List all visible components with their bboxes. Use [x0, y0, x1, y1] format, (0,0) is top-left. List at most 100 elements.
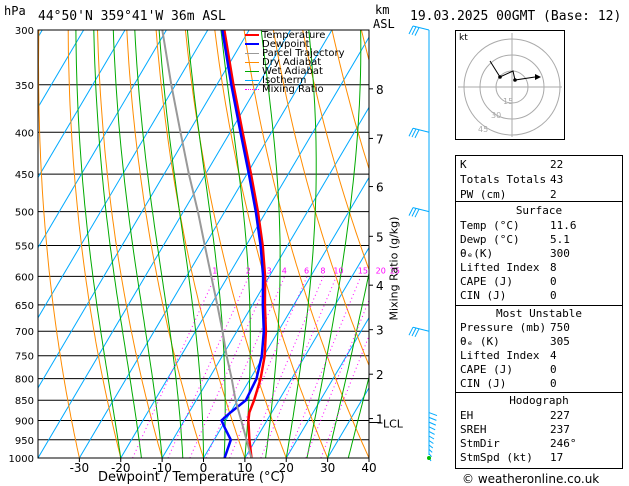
legend-swatch — [245, 79, 259, 81]
km-tick-label: 8 — [376, 83, 384, 97]
mixing-ratio-label: 20 — [376, 266, 386, 275]
hodo-ring-label-30: 30 — [491, 111, 501, 120]
dry-adiabat--30 — [38, 30, 80, 458]
km-tick-label: 2 — [376, 368, 384, 382]
km-tick-label: 1 — [376, 413, 384, 427]
wet-adiabat--20 — [75, 30, 122, 458]
x-tick-label: 30 — [320, 461, 335, 475]
wind-barb-low — [428, 430, 435, 435]
surface-temp-label: Temp (°C) — [460, 219, 520, 232]
wind-barb-low — [428, 444, 434, 449]
pressure-tick-label: 350 — [15, 81, 34, 92]
mixing-ratio-label: 2 — [246, 266, 251, 275]
pressure-tick-label: 700 — [15, 327, 34, 338]
hodo-kt-label: kt — [459, 33, 468, 43]
mixing-ratio-label: 4 — [282, 266, 287, 275]
x-tick-label: 40 — [361, 461, 376, 475]
profile-parcel-trajectory — [161, 30, 253, 458]
mu-theta-label: θₑ (K) — [460, 335, 500, 348]
profile-dewpoint — [219, 30, 266, 458]
x-tick-label: -20 — [111, 461, 131, 475]
mixing-ratio-line-6 — [229, 276, 308, 458]
pw-label: PW (cm) — [460, 188, 507, 201]
k-value: 22 — [550, 158, 564, 171]
x-tick-label: 20 — [279, 461, 294, 475]
wind-barb — [408, 127, 430, 139]
legend-label: Dewpoint — [262, 39, 310, 50]
legend-swatch — [245, 52, 259, 54]
legend-label: Parcel Trajectory — [262, 48, 345, 59]
pw-value: 2 — [550, 188, 557, 201]
datetime-title: 19.03.2025 00GMT (Base: 12) — [410, 9, 622, 24]
dry-adiabat-70 — [331, 30, 369, 171]
x-tick-label: 0 — [200, 461, 208, 475]
legend-label: Isotherm — [262, 75, 307, 86]
chart-legend: Temperature Dewpoint Parcel Trajectory Dry … — [245, 30, 345, 95]
legend-item: Dewpoint — [245, 39, 345, 50]
legend-label: Temperature — [262, 30, 326, 41]
wet-adiabat--5 — [134, 30, 184, 458]
stmdir-label: StmDir — [460, 437, 500, 450]
isotherm--80 — [38, 30, 126, 179]
dry-adiabat-170 — [625, 30, 629, 458]
wet-adiabat-20 — [285, 30, 317, 458]
mixing-ratio-label: 1 — [212, 266, 217, 275]
wind-barb-low — [428, 448, 433, 453]
km-tick-label: 3 — [376, 324, 384, 338]
wind-barb — [408, 207, 430, 218]
stmspd-value: 17 — [550, 451, 564, 464]
mu-cape-value: 0 — [550, 363, 557, 376]
pressure-tick-label: 450 — [15, 170, 34, 181]
dry-adiabat--10 — [97, 30, 163, 458]
mu-li-label: Lifted Index — [460, 349, 540, 362]
legend-item: Dry Adiabat — [245, 57, 345, 68]
stmdir-value: 246° — [550, 437, 577, 450]
most-unstable-title: Most Unstable — [495, 307, 583, 320]
wet-adiabat--15 — [93, 30, 142, 458]
mixing-ratio-line-10 — [260, 276, 337, 458]
dry-adiabat-40 — [243, 30, 369, 458]
pressure-tick-label: 850 — [15, 396, 34, 407]
isotherm-0 — [203, 176, 369, 458]
hpa-axis-label: hPa — [4, 4, 26, 18]
surface-dewp-value: 5.1 — [550, 233, 570, 246]
mixing-ratio-label: 10 — [333, 266, 343, 275]
dry-adiabat-0 — [126, 30, 204, 458]
x-tick-label: -30 — [70, 461, 90, 475]
wind-barb-low — [428, 453, 432, 458]
wet-adiabat-0 — [158, 30, 204, 458]
mixing-ratio-line-8 — [246, 276, 324, 458]
km-tick-label: 6 — [376, 181, 384, 195]
surface-temp-value: 11.6 — [550, 219, 577, 232]
mu-theta-value: 305 — [550, 335, 570, 348]
isotherm--70 — [38, 30, 167, 249]
legend-label: Dry Adiabat — [262, 57, 322, 68]
surface-panel: Surface Temp (°C) 11.6 Dewp (°C) 5.1 θₑ(K)… — [455, 201, 623, 307]
wind-barb-low — [428, 440, 434, 444]
mu-pressure-label: Pressure (mb) — [460, 321, 547, 334]
isotherm--30 — [78, 30, 333, 458]
isotherm--110 — [0, 30, 1, 458]
surface-cape-value: 0 — [550, 275, 557, 288]
legend-item: Temperature — [245, 30, 345, 41]
legend-swatch — [245, 88, 259, 90]
mixing-ratio-label: 6 — [304, 266, 309, 275]
mixing-ratio-line-2 — [167, 276, 250, 458]
pressure-tick-label: 750 — [15, 352, 34, 363]
hodograph: 15 30 45 kt — [455, 30, 565, 140]
copyright: © weatheronline.co.uk — [462, 472, 600, 486]
location-title: 44°50'N 359°41'W 36m ASL — [38, 9, 226, 24]
stmspd-label: StmSpd (kt) — [460, 451, 533, 464]
wet-adiabat-25 — [306, 30, 362, 458]
pressure-tick-label: 1000 — [9, 454, 34, 465]
legend-item: Mixing Ratio — [245, 85, 345, 95]
pressure-tick-label: 650 — [15, 301, 34, 312]
pressure-tick-label: 550 — [15, 241, 34, 252]
pressure-tick-label: 500 — [15, 208, 34, 219]
hodo-storm-motion-arrow — [535, 74, 541, 80]
wind-barb-low — [428, 416, 437, 421]
sreh-value: 237 — [550, 423, 570, 436]
surface-cin-value: 0 — [550, 289, 557, 302]
lcl-label: LCL — [383, 418, 404, 431]
eh-value: 227 — [550, 409, 570, 422]
